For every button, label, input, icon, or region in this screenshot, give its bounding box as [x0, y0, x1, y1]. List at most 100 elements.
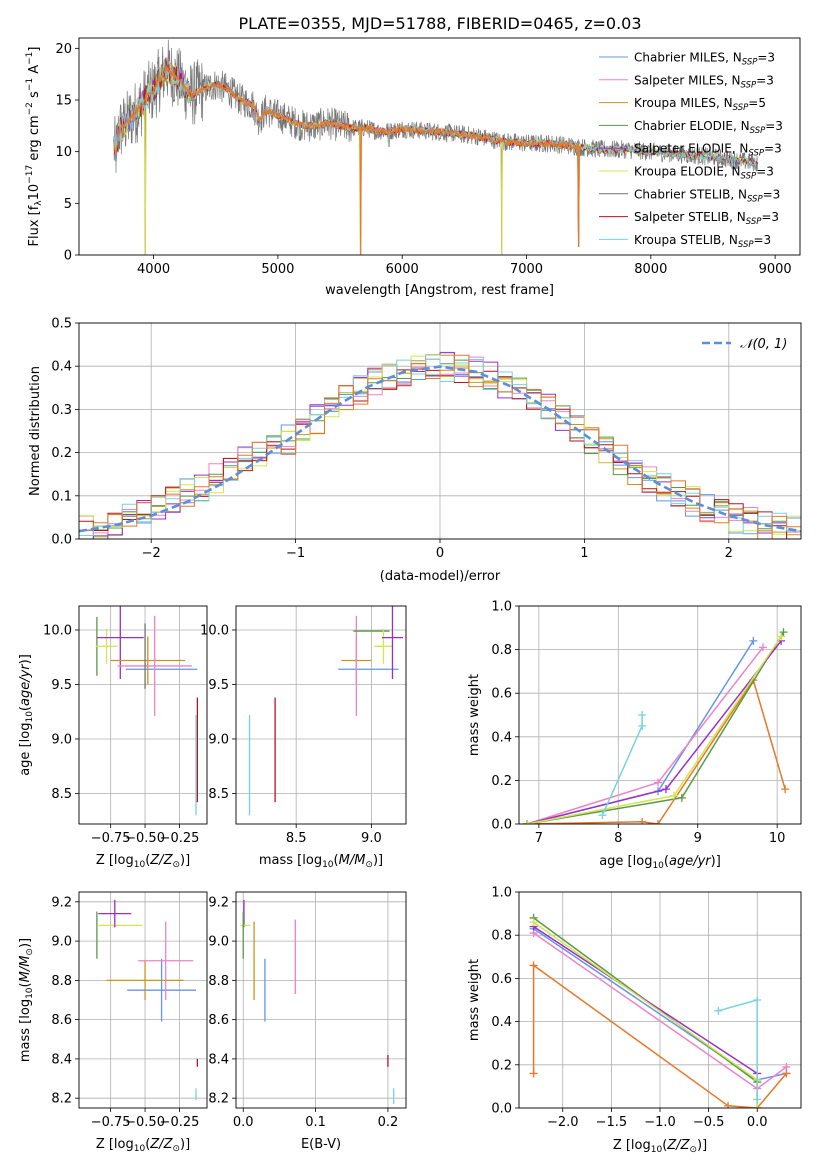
- spectrum-ytick-label: 10: [55, 145, 72, 160]
- age_vs_Z-xtick-label: −0.75: [91, 831, 131, 846]
- weight_vs_Z-xtick-label: −1.0: [644, 1115, 676, 1130]
- legend-label-name: Chabrier STELIB, N: [634, 187, 747, 201]
- spectrum-ylabel-part: −2: [25, 102, 35, 115]
- spectrum-ylabel-part: 10: [27, 184, 42, 201]
- spectrum-ylabel-part: −17: [25, 165, 35, 184]
- mass_vs_Z-xlabel-part: Z [log: [96, 1137, 134, 1152]
- weight_vs_age-ylabel: mass weight: [467, 674, 482, 756]
- mass_vs_Z-ylabel-part: 10: [25, 987, 35, 999]
- residuals-xtick-label: 1: [580, 546, 588, 561]
- age_vs_Z-ylabel-part: age/yr: [18, 663, 33, 706]
- legend-label-subscript: SSP: [748, 149, 764, 159]
- age_vs_Z-ylabel-part: (: [18, 706, 33, 711]
- residuals-xtick-label: 2: [725, 546, 733, 561]
- legend-label-name: Kroupa MILES, N: [634, 96, 733, 110]
- legend-label: Kroupa ELODIE, NSSP=3: [634, 165, 774, 182]
- age_vs_mass-xlabel-part: )]: [373, 853, 383, 868]
- legend-normal-label: 𝒩(0, 1): [740, 337, 787, 352]
- residuals-plot-area: [79, 351, 801, 539]
- spectrum-ylabel-part: λ: [34, 200, 44, 206]
- weight_vs_age-ytick-label: 0.8: [491, 643, 512, 658]
- weight_vs_Z-frame: [518, 891, 802, 1109]
- age_vs_Z-xtick-label: −0.25: [160, 831, 200, 846]
- weight_vs_age-xlabel-part: age/yr: [669, 854, 712, 869]
- weight-marker: [779, 628, 788, 637]
- legend-label: Kroupa STELIB, NSSP=3: [634, 233, 771, 250]
- spectrum-ylabel: Flux [fλ10−17 erg cm−2 s−1 A−1]: [25, 47, 44, 247]
- weight_vs_Z-ytick-label: 0.2: [491, 1058, 512, 1073]
- errorbar-salpeter-elodie: [98, 899, 132, 928]
- residuals-ytick-label: 0.1: [51, 489, 72, 504]
- spectrum-xtick-label: 8000: [634, 262, 667, 277]
- legend-label: Chabrier MILES, NSSP=3: [634, 51, 775, 68]
- legend-label: Salpeter STELIB, NSSP=3: [634, 210, 779, 227]
- legend-label-subscript: SSP: [741, 80, 757, 90]
- legend-label: Chabrier STELIB, NSSP=3: [634, 187, 780, 204]
- mass_vs_ebv-ytick-label: 8.8: [208, 974, 229, 989]
- age_vs_mass-xtick-label: 9.0: [361, 831, 382, 846]
- age_vs_mass-ytick-label: 10.0: [200, 623, 229, 638]
- weight-marker: [654, 820, 663, 824]
- age_vs_Z-xlabel: Z [log10(Z/Z⊙)]: [96, 853, 190, 870]
- legend-label-count: =3: [761, 210, 779, 224]
- mass_vs_ebv-ytick-label: 9.2: [208, 895, 229, 910]
- legend-label-subscript: SSP: [747, 194, 763, 204]
- figure-title: PLATE=0355, MJD=51788, FIBERID=0465, z=0…: [238, 14, 641, 33]
- weight_vs_Z-ytick-label: 0.4: [491, 1015, 512, 1030]
- age_vs_mass-xlabel: mass [log10(M/M⊙)]: [259, 853, 383, 870]
- spectrum-line-chabrier-stelib: [113, 39, 758, 255]
- weight_vs_age-plot-area: [522, 628, 790, 824]
- weight_vs_age-frame: [518, 605, 802, 825]
- weight_vs_Z-xlabel-part: Z/Z: [666, 1138, 690, 1153]
- mass_vs_Z-ylabel-part: ⊙: [25, 948, 35, 956]
- mass_vs_ebv-xlabel: E(B-V): [301, 1137, 341, 1152]
- weight-marker: [781, 785, 790, 794]
- spectrum-ylabel-part: erg cm: [27, 115, 42, 164]
- errorbar-salpeter-miles: [117, 615, 192, 717]
- weight_vs_age-ytick-label: 0.6: [491, 687, 512, 702]
- spectrum-xtick-label: 9000: [759, 262, 792, 277]
- age_vs_mass-xlabel-part: (: [334, 853, 339, 868]
- age_vs_Z-plot-area: [95, 606, 199, 816]
- weight-marker: [654, 778, 663, 787]
- age_vs_Z-ytick-label: 9.0: [51, 732, 72, 747]
- age_vs_Z-xlabel-part: )]: [180, 853, 190, 868]
- mass_vs_ebv-ytick-label: 8.6: [208, 1013, 229, 1028]
- legend-label-subscript: SSP: [741, 172, 757, 182]
- weight-marker: [638, 711, 647, 719]
- weight-marker: [753, 996, 762, 1004]
- age_vs_Z-frame: [78, 605, 208, 825]
- age_vs_Z-xlabel-part: Z/Z: [149, 853, 173, 868]
- legend-label-subscript: SSP: [750, 126, 766, 136]
- mass_vs_Z-frame: [78, 891, 208, 1109]
- age_vs_Z-xtick-label: −0.50: [125, 831, 165, 846]
- residuals-xtick-label: −1: [286, 546, 305, 561]
- age_vs_Z-ylabel-part: age [log: [18, 723, 33, 776]
- spectrum-frame: [78, 37, 801, 256]
- spectrum-ylabel-part: −1: [25, 78, 35, 91]
- mass_vs_Z-xtick-label: −0.75: [91, 1115, 131, 1130]
- legend-label-count: =3: [763, 187, 781, 201]
- legend-label: Kroupa MILES, NSSP=5: [634, 96, 766, 113]
- weight_vs_Z-xtick-label: −2.0: [547, 1115, 579, 1130]
- age_vs_Z-ytick-label: 9.5: [51, 678, 72, 693]
- weight-marker: [753, 1095, 762, 1104]
- mass_vs_ebv-panel: 0.0 0.1 0.2 8.2 8.4 8.6 8.8 9.0 9.2 E(B-V): [208, 891, 407, 1152]
- age_vs_mass-ytick-label: 9.0: [208, 732, 229, 747]
- weight-marker: [677, 793, 686, 802]
- weight_vs_age-xtick-label: 10: [769, 831, 786, 846]
- spectrum-xtick-label: 4000: [137, 262, 170, 277]
- weight-line-kroupa-miles: [526, 678, 786, 824]
- age_vs_mass-xlabel-part: M/M: [339, 853, 366, 868]
- age_vs_mass-xtick-label: 8.5: [286, 831, 307, 846]
- mass_vs_Z-ytick-label: 9.0: [51, 935, 72, 950]
- spectrum-xtick-label: 6000: [386, 262, 419, 277]
- weight_vs_age-xlabel-part: (: [664, 854, 669, 869]
- residuals-xtick-label: 0: [436, 546, 444, 561]
- age_vs_Z-ytick-label: 10.0: [43, 623, 72, 638]
- residuals-xlabel: (data-model)/error: [380, 569, 501, 584]
- mass_vs_Z-xtick-label: −0.25: [160, 1115, 200, 1130]
- weight-marker: [758, 643, 767, 652]
- errorbar-kroupa-miles: [106, 960, 184, 1000]
